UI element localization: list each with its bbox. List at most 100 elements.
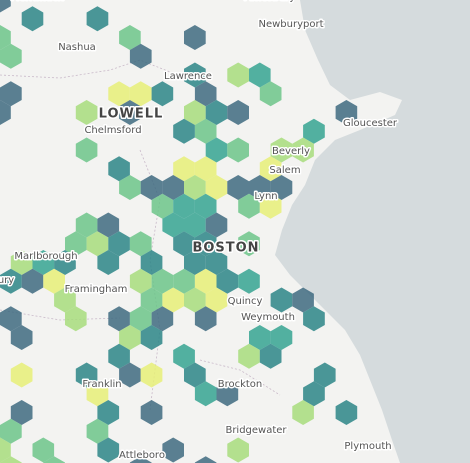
hexbin <box>270 325 293 350</box>
hexbin <box>303 306 325 332</box>
hexbin <box>54 250 76 275</box>
hexbin <box>238 231 260 257</box>
hexbin <box>227 100 249 125</box>
hexbin <box>162 437 184 463</box>
hexbin <box>205 137 228 163</box>
hexbin <box>151 306 174 332</box>
hexbin <box>0 100 11 125</box>
hexbin <box>0 0 11 13</box>
hexbin <box>249 175 271 200</box>
hexbin <box>259 343 282 369</box>
hexbin <box>194 381 217 407</box>
hexbin <box>75 137 98 163</box>
hexbin <box>194 156 217 182</box>
place-label: ury <box>0 275 14 286</box>
place-label: Nashua <box>58 42 96 53</box>
place-label: LOWELL <box>99 107 164 122</box>
hexbin <box>173 231 195 257</box>
hexbin <box>205 212 228 238</box>
hexbin <box>10 250 33 275</box>
hexbin <box>108 306 130 332</box>
hexbin <box>129 268 152 294</box>
hexbin <box>151 268 174 294</box>
hexbin <box>43 456 65 463</box>
hexbin <box>205 100 228 125</box>
hexbin <box>184 100 206 125</box>
hexbin <box>205 287 228 313</box>
hexbin <box>32 437 55 463</box>
place-label: Chelmsford <box>84 125 141 136</box>
hexbin <box>162 175 184 200</box>
hexbin <box>140 287 163 313</box>
hexbin <box>129 81 152 107</box>
hexbin <box>0 456 22 463</box>
hexbin <box>140 362 163 388</box>
hexbin <box>184 212 206 238</box>
hexbin <box>32 250 55 275</box>
hexbin <box>303 118 325 144</box>
hexbin <box>335 100 358 125</box>
hexbin <box>0 81 22 107</box>
place-label: Quincy <box>228 296 263 307</box>
hexbin <box>173 343 195 369</box>
hexbin <box>259 81 282 107</box>
hexbin <box>0 25 11 50</box>
hexbin <box>86 231 109 257</box>
hexbin <box>216 268 239 294</box>
hexbin <box>292 137 314 163</box>
hexbin <box>140 400 163 425</box>
hexbin <box>0 437 11 463</box>
hexbin <box>108 343 130 369</box>
hexbin <box>194 456 217 463</box>
hexbin <box>129 231 152 257</box>
hexbin <box>173 156 195 182</box>
hexbin <box>43 268 65 294</box>
hexbin <box>238 193 260 219</box>
hexbin <box>205 175 228 200</box>
hexbin <box>216 381 239 407</box>
hexbin <box>75 212 98 238</box>
place-label: Franklin <box>82 379 121 390</box>
hexbin <box>194 306 217 332</box>
hexbin <box>292 287 314 313</box>
hexbin <box>238 268 260 294</box>
hexbin <box>184 362 206 388</box>
hexbin <box>54 287 76 313</box>
hexbin <box>119 362 141 388</box>
place-label: Brockton <box>218 379 263 390</box>
hexbin <box>75 362 98 388</box>
hexbin <box>227 62 249 88</box>
place-label: BOSTON <box>192 241 259 256</box>
hexbin <box>75 100 98 125</box>
hexbin <box>194 118 217 144</box>
hexbin <box>303 381 325 407</box>
hexbin <box>335 400 358 425</box>
hexbin <box>119 100 141 125</box>
place-label: Merrimack <box>11 0 64 3</box>
hexbin <box>162 287 184 313</box>
sea <box>275 0 470 463</box>
place-label: Weymouth <box>241 312 295 323</box>
hexbin <box>0 418 22 444</box>
hexbin <box>259 193 282 219</box>
hexbin <box>129 43 152 69</box>
hexbin <box>21 6 44 32</box>
hexbin <box>21 268 44 294</box>
hexbin <box>313 362 336 388</box>
hexbin <box>65 231 87 257</box>
hexbin <box>0 268 22 294</box>
hexbin <box>0 306 22 332</box>
hexbin <box>10 362 33 388</box>
hexbin <box>194 81 217 107</box>
hexbin <box>97 212 120 238</box>
place-label: Lynn <box>254 191 277 202</box>
place-label: Newburyport <box>258 19 323 30</box>
hexbin <box>184 25 206 50</box>
hexbin <box>108 231 130 257</box>
hexbin <box>140 175 163 200</box>
hexbin <box>129 306 152 332</box>
hexbin <box>151 193 174 219</box>
hexbin <box>173 193 195 219</box>
place-label: Gloucester <box>343 118 398 129</box>
